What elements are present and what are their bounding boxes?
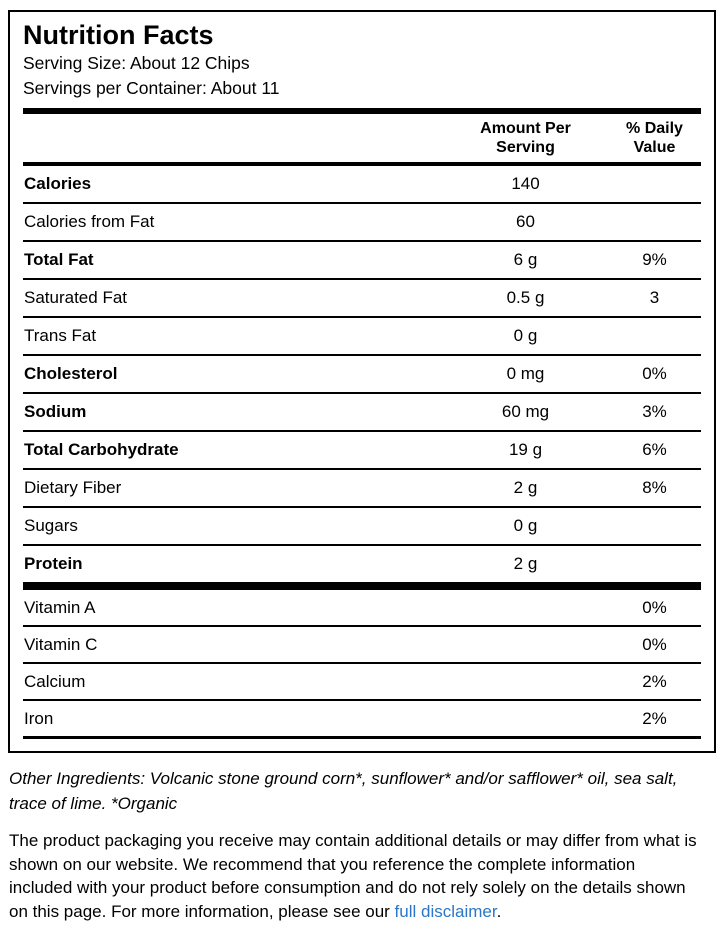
nutrient-name: Trans Fat — [24, 326, 97, 345]
amount-value: 2 g — [513, 478, 538, 497]
amount-value: 6 g — [513, 250, 538, 269]
row-iron: Iron 2% — [23, 701, 701, 739]
daily-value: 6% — [642, 440, 667, 459]
vitamin-name: Iron — [24, 708, 54, 728]
daily-value: 3% — [642, 402, 667, 421]
full-disclaimer-link[interactable]: full disclaimer — [394, 901, 497, 921]
daily-value: 9% — [642, 250, 667, 269]
daily-value: 2% — [642, 671, 667, 691]
amount-value: 60 — [516, 212, 535, 231]
daily-value: 3 — [649, 288, 660, 307]
row-protein: Protein 2 g — [23, 546, 701, 582]
amount-value: 0 g — [513, 516, 538, 535]
row-vitamin-c: Vitamin C 0% — [23, 627, 701, 664]
column-header-daily-value: % Daily Value — [626, 120, 683, 156]
divider-thick-vitamins — [23, 582, 701, 590]
nutrient-name: Total Carbohydrate — [24, 440, 179, 459]
disclaimer-body: The product packaging you receive may co… — [9, 831, 697, 921]
amount-value: 0 g — [513, 326, 538, 345]
daily-value: 0% — [642, 597, 667, 617]
row-saturated-fat: Saturated Fat 0.5 g 3 — [23, 280, 701, 318]
vitamin-name: Vitamin A — [24, 597, 96, 617]
nutrient-name: Cholesterol — [24, 364, 118, 383]
divider-thick-header — [23, 162, 701, 166]
nutrient-name: Protein — [24, 554, 83, 573]
amount-value: 0 mg — [506, 364, 545, 383]
row-sodium: Sodium 60 mg 3% — [23, 394, 701, 432]
nutrition-facts-label: Nutrition Facts Serving Size: About 12 C… — [8, 10, 716, 753]
row-vitamin-a: Vitamin A 0% — [23, 590, 701, 627]
divider-thick-top — [23, 108, 701, 114]
nutrient-name: Dietary Fiber — [24, 478, 122, 497]
amount-value: 19 g — [508, 440, 543, 459]
nutrient-name: Saturated Fat — [24, 288, 128, 307]
daily-value: 2% — [642, 708, 667, 728]
row-total-fat: Total Fat 6 g 9% — [23, 242, 701, 280]
nutrition-facts-title: Nutrition Facts — [23, 20, 214, 50]
servings-per-container: Servings per Container: About 11 — [23, 78, 280, 98]
other-ingredients-text: Other Ingredients: Volcanic stone ground… — [9, 769, 678, 813]
row-trans-fat: Trans Fat 0 g — [23, 318, 701, 356]
daily-value: 0% — [642, 634, 667, 654]
daily-value: 0% — [642, 364, 667, 383]
amount-value: 0.5 g — [506, 288, 545, 307]
disclaimer-text: The product packaging you receive may co… — [9, 829, 703, 923]
nutrient-name: Sodium — [24, 402, 87, 421]
row-calcium: Calcium 2% — [23, 664, 701, 701]
amount-value: 60 mg — [501, 402, 550, 421]
nutrient-name: Total Fat — [24, 250, 94, 269]
row-cholesterol: Cholesterol 0 mg 0% — [23, 356, 701, 394]
nutrient-name: Calories from Fat — [24, 212, 155, 231]
table-header: Amount Per Serving % Daily Value — [23, 114, 701, 162]
nutrient-name: Calories — [24, 174, 92, 193]
row-dietary-fiber: Dietary Fiber 2 g 8% — [23, 470, 701, 508]
row-calories-from-fat: Calories from Fat 60 — [23, 204, 701, 242]
nutrient-name: Sugars — [24, 516, 78, 535]
disclaimer-period: . — [496, 901, 502, 921]
row-calories: Calories 140 — [23, 166, 701, 204]
vitamin-name: Vitamin C — [24, 634, 98, 654]
serving-size: Serving Size: About 12 Chips — [23, 53, 250, 73]
amount-value: 140 — [511, 174, 540, 193]
column-header-amount-per-serving: Amount Per Serving — [480, 120, 571, 156]
row-total-carbohydrate: Total Carbohydrate 19 g 6% — [23, 432, 701, 470]
row-sugars: Sugars 0 g — [23, 508, 701, 546]
amount-value: 2 g — [513, 554, 538, 573]
vitamin-name: Calcium — [24, 671, 86, 691]
daily-value: 8% — [642, 478, 667, 497]
